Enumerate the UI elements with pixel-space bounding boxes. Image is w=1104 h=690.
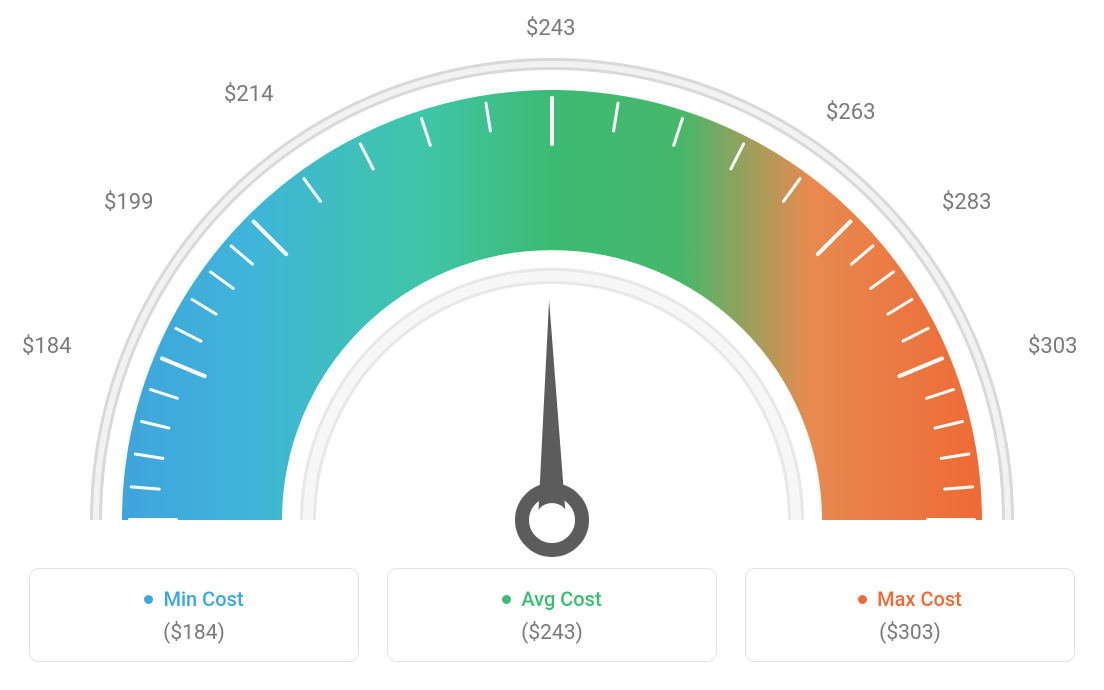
cost-gauge-chart <box>0 0 1104 560</box>
gauge-tick-label: $199 <box>104 190 153 215</box>
legend-title-min: Min Cost <box>163 587 243 611</box>
gauge-container: $184 $199 $214 $243 $263 $283 $303 <box>0 0 1104 560</box>
legend-value-avg: ($243) <box>398 621 706 645</box>
legend-card-avg: Avg Cost ($243) <box>387 568 717 662</box>
legend-dot-min <box>144 595 153 604</box>
gauge-tick-label: $214 <box>224 82 273 107</box>
legend-title-avg: Avg Cost <box>521 587 601 611</box>
legend-card-max: Max Cost ($303) <box>745 568 1075 662</box>
legend-title-row: Avg Cost <box>398 587 706 611</box>
legend-dot-avg <box>502 595 511 604</box>
legend-title-row: Max Cost <box>756 587 1064 611</box>
legend-dot-max <box>858 595 867 604</box>
gauge-tick-label: $184 <box>22 334 71 359</box>
legend-card-min: Min Cost ($184) <box>29 568 359 662</box>
legend-row: Min Cost ($184) Avg Cost ($243) Max Cost… <box>0 568 1104 662</box>
gauge-tick-label: $263 <box>826 100 875 125</box>
gauge-tick-label: $303 <box>1028 334 1077 359</box>
legend-value-max: ($303) <box>756 621 1064 645</box>
legend-title-max: Max Cost <box>877 587 962 611</box>
gauge-tick-label: $283 <box>942 190 991 215</box>
gauge-tick-label: $243 <box>526 16 575 41</box>
legend-value-min: ($184) <box>40 621 348 645</box>
legend-title-row: Min Cost <box>40 587 348 611</box>
